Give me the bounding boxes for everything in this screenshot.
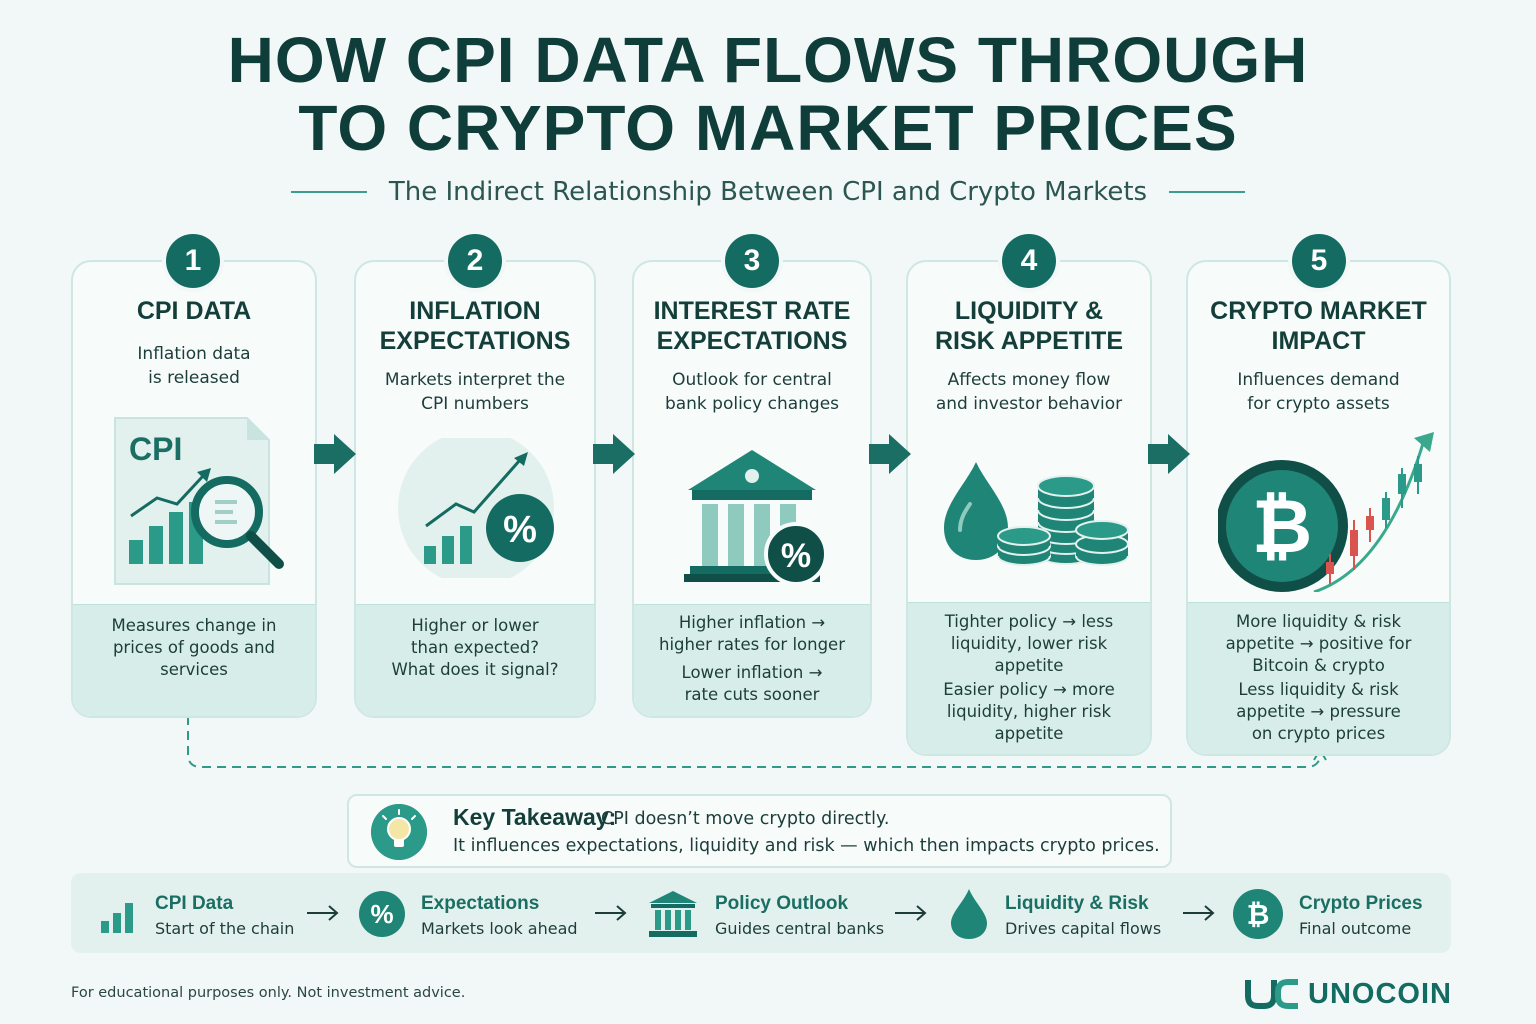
chart-percent-icon: %: [398, 438, 554, 578]
step-card-inflation-expectations: INFLATION EXPECTATIONS Markets interpret…: [354, 260, 596, 718]
bitcoin-icon: ₿: [1233, 889, 1283, 939]
takeaway-line-2: It influences expectations, liquidity an…: [453, 836, 1160, 856]
strip-arrow-icon: [1183, 905, 1215, 921]
step-card-interest-rate-expectations: INTEREST RATE EXPECTATIONS Outlook for c…: [632, 260, 872, 718]
brand-logo: UNOCOIN: [1244, 974, 1464, 1014]
step-title: INTEREST RATE EXPECTATIONS: [653, 297, 851, 355]
key-takeaway-box: Key Takeaway: CPI doesn’t move crypto di…: [347, 794, 1172, 868]
step-title: INFLATION EXPECTATIONS: [379, 297, 571, 355]
step-number-badge: 4: [1002, 234, 1056, 288]
step-number-badge: 2: [448, 234, 502, 288]
bar-chart-icon: [101, 903, 133, 933]
svg-text:₿: ₿: [1247, 898, 1270, 931]
bank-icon: [649, 891, 697, 937]
flow-arrow-icon: [314, 434, 356, 474]
drop-icon: [951, 889, 987, 939]
bank-percent-icon: %: [684, 450, 828, 586]
subtitle-row: The Indirect Relationship Between CPI an…: [0, 172, 1536, 212]
step-card-liquidity-risk: LIQUIDITY & RISK APPETITE Affects money …: [906, 260, 1152, 756]
step-description: Affects money flow and investor behavior: [935, 370, 1123, 414]
summary-strip: CPI Data Start of the chain % Expectatio…: [71, 873, 1451, 953]
subtitle: The Indirect Relationship Between CPI an…: [388, 177, 1148, 207]
title-line-2: TO CRYPTO MARKET PRICES: [298, 92, 1238, 164]
step-card-crypto-market-impact: CRYPTO MARKET IMPACT Influences demand f…: [1186, 260, 1451, 756]
flow-arrow-icon: [869, 434, 911, 474]
document-chart-magnifier-icon: CPI: [114, 417, 284, 585]
svg-text:%: %: [370, 899, 393, 929]
step-description: Outlook for central bank policy changes: [664, 370, 840, 414]
takeaway-line-1: CPI doesn’t move crypto directly.: [601, 809, 890, 829]
percent-icon: %: [359, 891, 405, 937]
brand-name: UNOCOIN: [1308, 978, 1452, 1010]
step-number-badge: 1: [166, 234, 220, 288]
strip-arrow-icon: [895, 905, 927, 921]
disclaimer: For educational purposes only. Not inves…: [71, 985, 466, 1001]
step-title: CPI DATA: [136, 297, 252, 325]
step-description: Inflation data is released: [137, 344, 251, 388]
flow-arrow-icon: [1148, 434, 1190, 474]
unocoin-logo-icon: [1245, 979, 1298, 1009]
bitcoin-symbol: ₿: [1252, 484, 1312, 570]
step-number-badge: 5: [1292, 234, 1346, 288]
takeaway-heading: Key Takeaway:: [453, 804, 617, 830]
step-number-badge: 3: [725, 234, 779, 288]
step-footer: More liquidity & risk appetite → positiv…: [1188, 602, 1449, 754]
step-card-cpi-data: CPI DATA Inflation data is released CPI …: [71, 260, 317, 718]
strip-arrow-icon: [595, 905, 627, 921]
step-footer: Higher or lower than expected? What does…: [356, 604, 594, 716]
bitcoin-candles-icon: ₿: [1218, 432, 1434, 592]
strip-arrow-icon: [307, 905, 339, 921]
flow-arrow-icon: [593, 434, 635, 474]
page-title: HOW CPI DATA FLOWS THROUGH TO CRYPTO MAR…: [0, 26, 1536, 162]
cpi-label: CPI: [129, 431, 182, 467]
percent-label: %: [503, 509, 537, 551]
step-title: LIQUIDITY & RISK APPETITE: [935, 297, 1123, 355]
step-footer: Measures change in prices of goods and s…: [73, 604, 315, 716]
step-footer: Higher inflation → higher rates for long…: [634, 604, 870, 716]
step-title: CRYPTO MARKET IMPACT: [1210, 297, 1427, 355]
step-footer: Tighter policy → less liquidity, lower r…: [908, 602, 1150, 754]
drop-coins-icon: [944, 462, 1129, 566]
percent-label: %: [781, 537, 811, 575]
step-description: Markets interpret the CPI numbers: [384, 370, 566, 414]
title-line-1: HOW CPI DATA FLOWS THROUGH: [227, 24, 1309, 96]
lightbulb-icon: [371, 804, 427, 860]
step-description: Influences demand for crypto assets: [1237, 370, 1400, 414]
subtitle-divider-left: [290, 191, 367, 193]
subtitle-divider-right: [1169, 191, 1246, 193]
